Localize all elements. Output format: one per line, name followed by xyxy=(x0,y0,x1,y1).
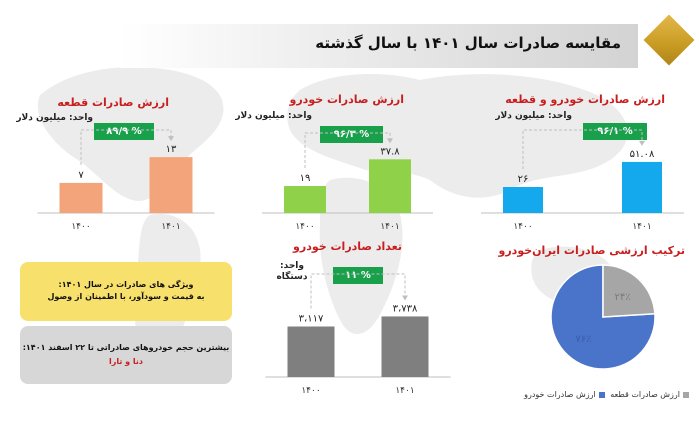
legend-swatch-parts xyxy=(683,391,689,398)
tick-label-parts_value-1: ۱۴۰۱ xyxy=(161,222,180,232)
tick-label-vehicles_value-1: ۱۴۰۱ xyxy=(380,222,399,232)
growth-arrow-parts_value xyxy=(168,136,174,142)
tick-label-vehicles_count-1: ۱۴۰۱ xyxy=(395,386,414,396)
header-bar xyxy=(120,24,638,68)
chart-title-vehicles-value: ارزش صادرات خودرو xyxy=(289,93,404,106)
pie-label-0: ۷۶٪ xyxy=(575,334,591,345)
legend-label-vehicles: ارزش صادرات خودرو xyxy=(524,390,596,399)
growth-bracket-parts_value xyxy=(80,129,172,165)
tick-label-parts_value-0: ۱۴۰۰ xyxy=(71,222,90,232)
info-box-top-exports: بیشترین حجم خودروهای صادراتی تا ۲۲ اسفند… xyxy=(20,326,232,384)
info-box-export-features-line2: به قیمت و سودآور، با اطمینان از وصول xyxy=(47,292,205,301)
bar-parts_value-0 xyxy=(59,182,103,213)
pie-slice-1 xyxy=(602,264,656,318)
growth-badge-vehicles-count: % ۱۱ xyxy=(333,267,383,284)
tick-label-total-0: ۱۴۰۰ xyxy=(513,222,532,232)
value-label-vehicles_count-0: ۳،۱۱۷ xyxy=(299,314,324,325)
bar-vehicles_value-0 xyxy=(284,186,326,213)
info-box-top-exports-line1: بیشترین حجم خودروهای صادراتی تا ۲۲ اسفند… xyxy=(22,343,230,352)
value-label-vehicles_count-1: ۳،۷۳۸ xyxy=(393,303,418,314)
value-label-total-0: ۲۶ xyxy=(518,174,529,185)
page-title: مقایسه صادرات سال ۱۴۰۱ با سال گذشته xyxy=(315,34,621,52)
growth-arrow-vehicles_value xyxy=(387,138,393,144)
growth-badge-total: % ۹۶/۱ xyxy=(583,123,647,140)
growth-arrow-vehicles_count xyxy=(402,295,408,301)
chart-title-parts-value: ارزش صادرات قطعه xyxy=(57,96,169,109)
growth-badge-parts-value: % ۸۹/۹ xyxy=(94,123,154,140)
bar-vehicles_value-1 xyxy=(369,159,411,213)
info-box-export-features-line1: ویژگی های صادرات در سال ۱۴۰۱: xyxy=(58,280,194,289)
bar-total-0 xyxy=(503,187,543,213)
growth-bracket-vehicles_count xyxy=(310,273,406,309)
bar-vehicles_count-0 xyxy=(287,326,335,377)
tick-label-total-1: ۱۴۰۱ xyxy=(632,222,651,232)
unit-label-parts-value: واحد: میلیون دلار xyxy=(16,113,93,123)
value-label-total-1: ۵۱.۰۸ xyxy=(630,149,655,160)
bar-vehicles_count-1 xyxy=(381,316,429,377)
bar-parts_value-1 xyxy=(149,157,193,213)
legend-swatch-vehicles xyxy=(598,391,605,398)
legend-label-parts: ارزش صادرات قطعه xyxy=(610,390,680,399)
growth-arrow-total xyxy=(639,140,645,146)
value-label-vehicles_value-0: ۱۹ xyxy=(300,173,311,184)
bar-total-1 xyxy=(622,161,662,213)
unit-label-total: واحد: میلیون دلار xyxy=(495,111,572,121)
chart-title-total: ارزش صادرات خودرو و قطعه xyxy=(505,93,665,106)
chart-title-composition: ترکیب ارزشی صادرات ایران‌خودرو xyxy=(498,244,685,257)
chart-title-vehicles-count: تعداد صادرات خودرو xyxy=(293,240,402,253)
value-label-parts_value-0: ۷ xyxy=(78,170,84,181)
pie-legend: ارزش صادرات قطعه ارزش صادرات خودرو xyxy=(516,390,692,402)
growth-badge-vehicles-value: % ۹۶/۳ xyxy=(320,126,383,143)
pie-label-1: ۲۴٪ xyxy=(615,292,631,303)
info-box-export-features: ویژگی های صادرات در سال ۱۴۰۱: به قیمت و … xyxy=(20,262,232,321)
unit-label-vehicles-count: واحد: دستگاه xyxy=(276,261,308,282)
value-label-vehicles_value-1: ۳۷.۸ xyxy=(380,146,400,157)
unit-label-vehicles-value: واحد: میلیون دلار xyxy=(235,111,312,121)
growth-bracket-vehicles_value xyxy=(304,132,391,169)
info-box-top-exports-models: دنا و تارا xyxy=(108,357,143,366)
tick-label-vehicles_value-0: ۱۴۰۰ xyxy=(295,222,314,232)
value-label-parts_value-1: ۱۳ xyxy=(166,144,177,155)
tick-label-vehicles_count-0: ۱۴۰۰ xyxy=(301,386,320,396)
